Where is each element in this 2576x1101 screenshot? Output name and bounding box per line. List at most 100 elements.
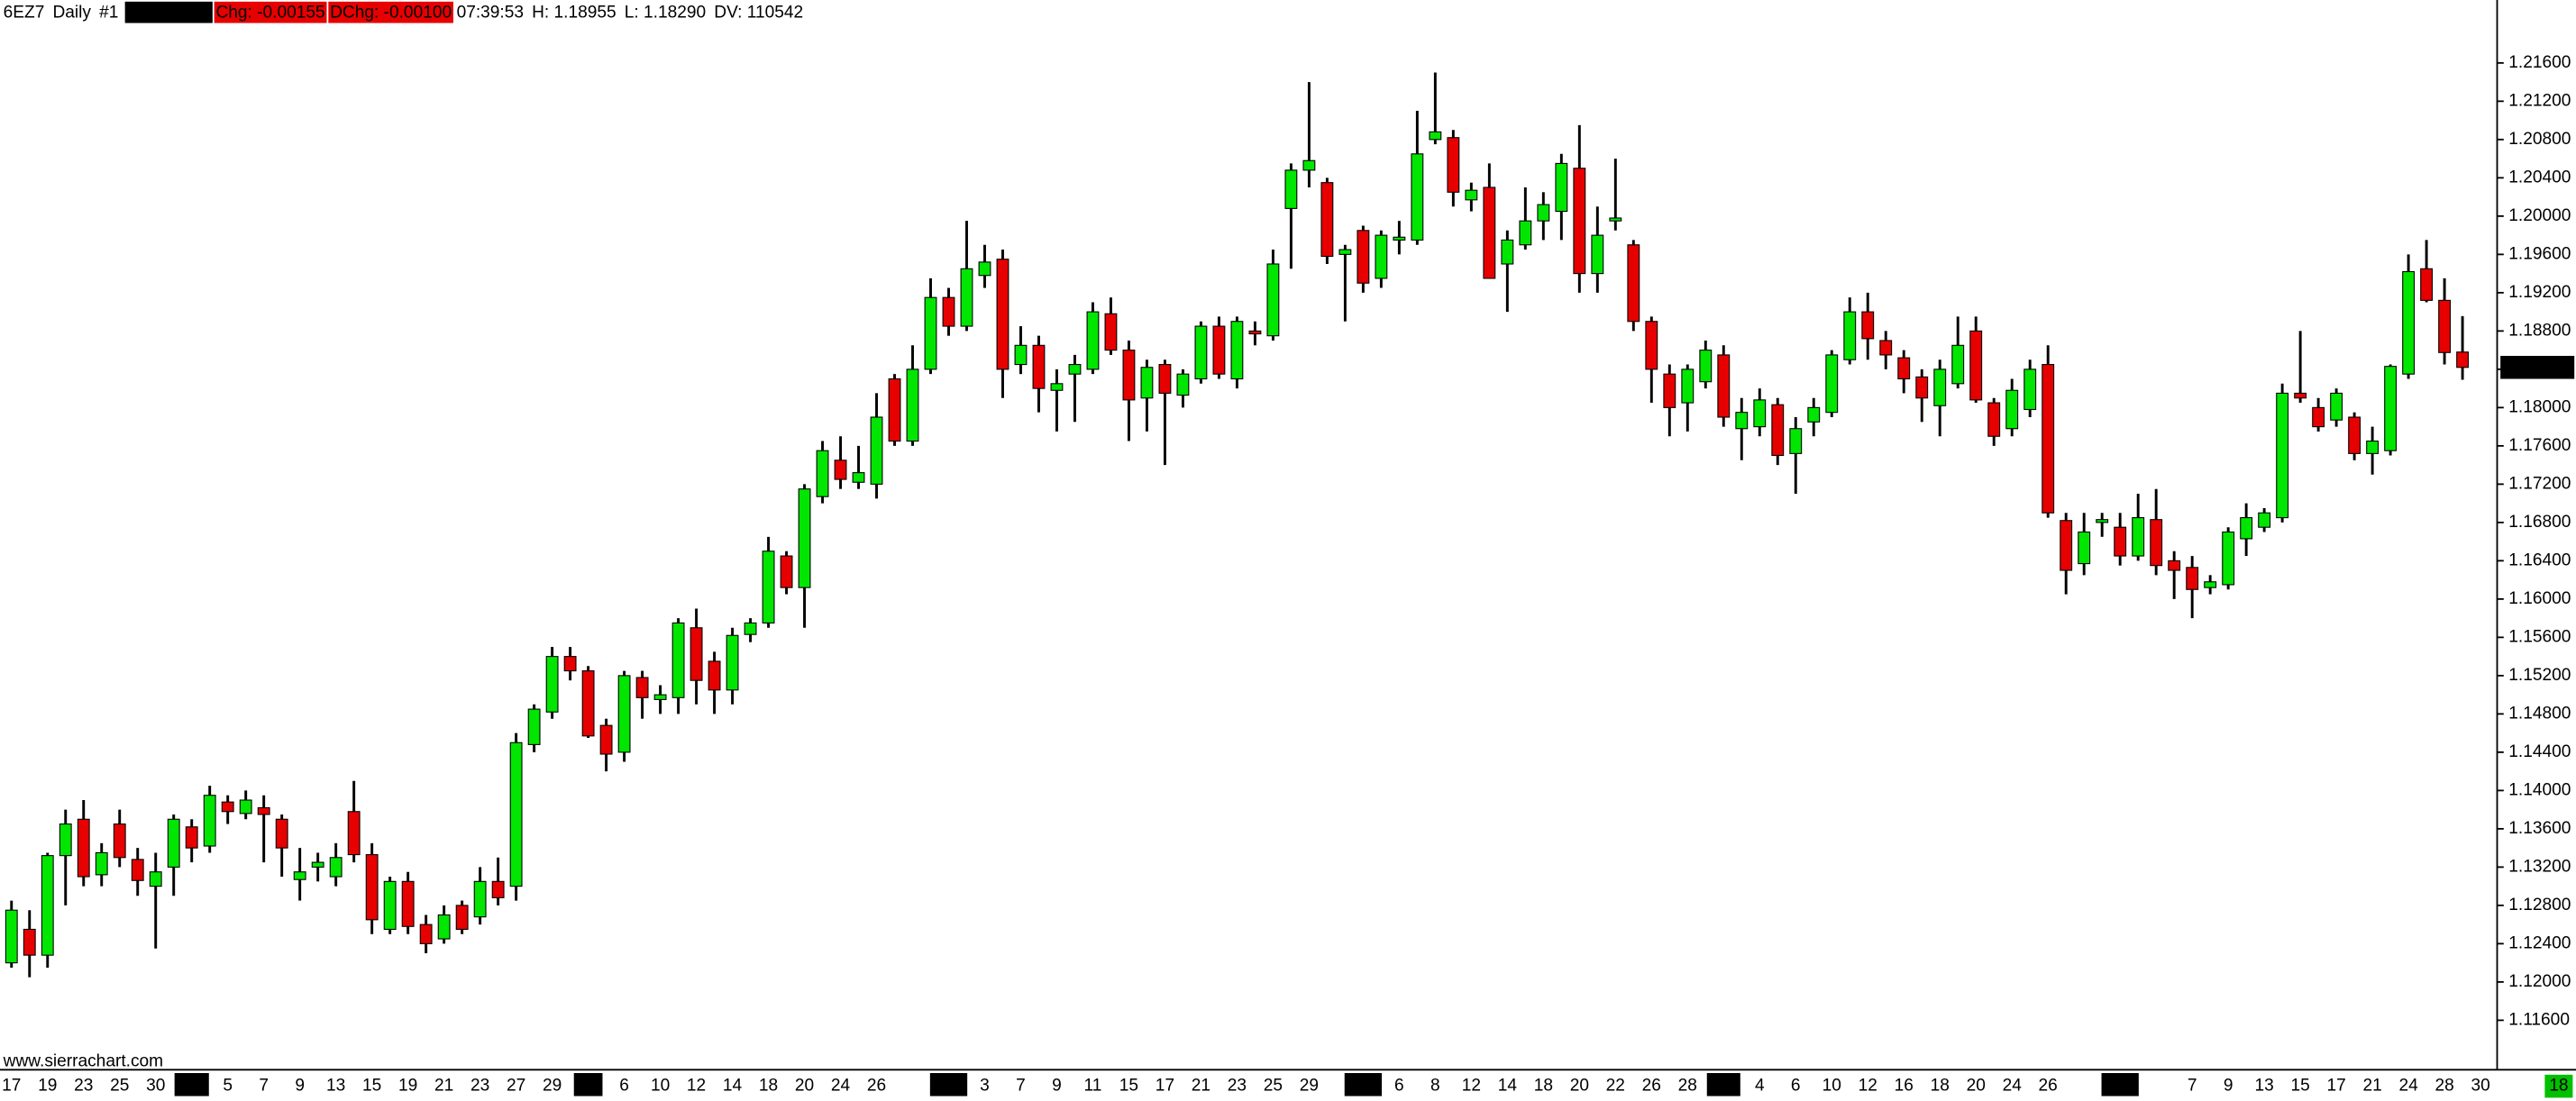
candle bbox=[113, 809, 126, 868]
x-tick-label: 27 bbox=[507, 1077, 525, 1096]
candle bbox=[1176, 369, 1190, 408]
candle-body bbox=[167, 818, 180, 868]
x-tick-label: 26 bbox=[867, 1077, 886, 1096]
candle-body bbox=[1591, 234, 1604, 275]
candle bbox=[780, 550, 793, 595]
candle-body bbox=[1789, 428, 1803, 454]
candle bbox=[906, 345, 919, 446]
candle-body bbox=[2186, 567, 2199, 590]
candle bbox=[1663, 364, 1676, 437]
corner-badge: 18 bbox=[2549, 1077, 2568, 1096]
candle bbox=[1717, 345, 1731, 427]
y-tick-label: 1.19600 bbox=[2508, 244, 2571, 263]
y-tick-label: 1.17600 bbox=[2508, 436, 2571, 455]
candle bbox=[365, 842, 379, 934]
candle-body bbox=[1645, 321, 1658, 370]
candle-body bbox=[2294, 392, 2307, 399]
x-tick-label: 6 bbox=[1394, 1077, 1404, 1096]
y-tick-label: 1.15200 bbox=[2508, 666, 2571, 685]
candle bbox=[2312, 397, 2325, 432]
x-tick-label: 9 bbox=[295, 1077, 305, 1096]
candle-body bbox=[257, 806, 270, 815]
candle-body bbox=[2258, 512, 2271, 528]
y-tick-label: 1.17200 bbox=[2508, 474, 2571, 493]
x-tick-label: 23 bbox=[1228, 1077, 1247, 1096]
candle bbox=[1357, 225, 1370, 293]
candle bbox=[816, 441, 829, 504]
candle-body bbox=[1663, 373, 1676, 408]
y-tick-label: 1.20000 bbox=[2508, 206, 2571, 225]
y-tick-label: 1.21600 bbox=[2508, 53, 2571, 72]
candle-body bbox=[2204, 581, 2217, 588]
x-tick-label: 5 bbox=[223, 1077, 233, 1096]
candle bbox=[2132, 494, 2145, 561]
x-tick-label: 17 bbox=[2, 1077, 21, 1096]
candle-body bbox=[906, 369, 919, 442]
x-tick-label: 28 bbox=[1678, 1077, 1697, 1096]
x-tick-label: 6 bbox=[619, 1077, 629, 1096]
candle bbox=[1519, 187, 1532, 250]
last-price-label: 1.18420 bbox=[2508, 358, 2571, 377]
candle-body bbox=[1266, 263, 1280, 337]
candle bbox=[509, 732, 523, 901]
candle bbox=[1573, 124, 1586, 293]
month-label-box bbox=[2101, 1072, 2139, 1096]
x-tick-label: 14 bbox=[723, 1077, 743, 1096]
x-tick-label: 17 bbox=[1156, 1077, 1174, 1096]
candle-body bbox=[1320, 182, 1334, 258]
candle bbox=[2294, 331, 2307, 404]
month-label-box bbox=[573, 1072, 603, 1096]
month-label: Nov bbox=[2105, 1077, 2135, 1096]
candle bbox=[1122, 340, 1136, 441]
candle-body bbox=[1050, 383, 1064, 391]
candle-body bbox=[1537, 204, 1550, 222]
candle bbox=[2186, 556, 2199, 619]
watermark: www.sierrachart.com bbox=[3, 1051, 163, 1070]
x-tick-label: 21 bbox=[434, 1077, 453, 1096]
candle bbox=[1483, 163, 1496, 279]
month-label-box bbox=[174, 1072, 209, 1096]
candle-body bbox=[347, 811, 361, 856]
candle-body bbox=[2348, 416, 2361, 454]
candle-body bbox=[401, 880, 415, 927]
x-tick-label: 29 bbox=[1300, 1077, 1319, 1096]
candle bbox=[888, 374, 901, 446]
candle bbox=[762, 536, 775, 628]
candle bbox=[203, 786, 216, 853]
candle-body bbox=[221, 801, 234, 813]
candle-body bbox=[762, 550, 775, 623]
candle bbox=[1447, 130, 1460, 207]
candle bbox=[41, 852, 54, 968]
candle bbox=[2168, 550, 2181, 599]
candle-body bbox=[671, 622, 685, 698]
x-tick-label: 22 bbox=[1606, 1077, 1625, 1096]
candle bbox=[1050, 369, 1064, 432]
candle-body bbox=[1483, 187, 1496, 279]
x-tick-label: 25 bbox=[110, 1077, 129, 1096]
candle-body bbox=[1032, 344, 1046, 389]
candle bbox=[1537, 192, 1550, 241]
candle bbox=[1320, 177, 1334, 264]
candle bbox=[1266, 250, 1280, 341]
candle-body bbox=[1158, 364, 1172, 394]
candle bbox=[437, 905, 451, 944]
candle bbox=[1879, 331, 1893, 369]
x-tick-label: 23 bbox=[74, 1077, 93, 1096]
candle bbox=[1699, 340, 1713, 389]
last-price-box bbox=[2500, 355, 2575, 379]
candle-body bbox=[545, 656, 559, 713]
candle-body bbox=[1338, 249, 1352, 255]
candle bbox=[852, 445, 865, 489]
x-tick-label: 26 bbox=[2039, 1077, 2058, 1096]
candle-body bbox=[275, 818, 288, 849]
candle bbox=[1591, 206, 1604, 293]
x-tick-label: 15 bbox=[1119, 1077, 1138, 1096]
candle-body bbox=[996, 259, 1009, 370]
x-tick-label: 21 bbox=[1192, 1077, 1210, 1096]
candle-body bbox=[1411, 153, 1424, 241]
y-tick-label: 1.21200 bbox=[2508, 91, 2571, 110]
candle bbox=[2023, 359, 2037, 417]
candle bbox=[1771, 397, 1785, 466]
x-tick-label: 20 bbox=[795, 1077, 814, 1096]
x-tick-label: 29 bbox=[543, 1077, 562, 1096]
